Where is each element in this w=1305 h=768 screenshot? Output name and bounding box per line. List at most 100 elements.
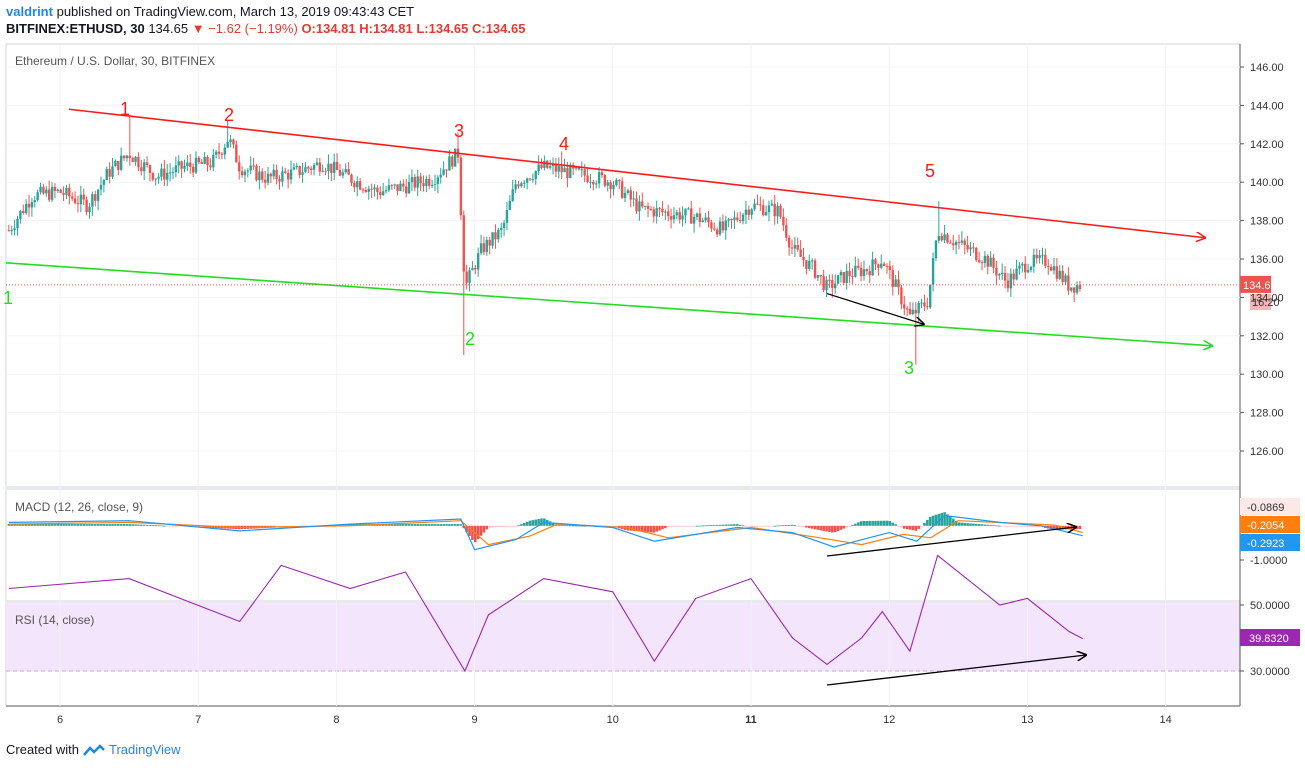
candle-body <box>217 151 221 154</box>
macd-histogram-bar <box>908 525 912 530</box>
macd-histogram-bar <box>793 525 797 527</box>
candle-body <box>998 274 1001 276</box>
candle-body <box>402 183 405 187</box>
candle-body <box>240 171 244 176</box>
macd-histogram-bar <box>180 525 183 527</box>
macd-histogram-bar <box>802 525 805 527</box>
macd-histogram-bar <box>413 524 417 526</box>
candle-body <box>983 255 987 263</box>
candle-body <box>180 161 183 169</box>
candle-body <box>309 168 313 170</box>
candle-body <box>514 184 517 190</box>
rsi-band <box>6 603 1240 671</box>
macd-histogram-bar <box>16 524 19 526</box>
candle-body <box>197 157 201 163</box>
countdown-box <box>1250 293 1271 310</box>
candle-body <box>71 196 74 199</box>
macd-histogram-bar <box>99 524 103 526</box>
macd-histogram-bar <box>934 514 938 526</box>
macd-value-box <box>1240 534 1300 551</box>
candle-body <box>73 198 77 204</box>
candle-body <box>857 265 860 268</box>
macd-histogram-bar <box>721 524 725 526</box>
candle-body <box>1078 285 1082 290</box>
candle-body <box>848 270 851 277</box>
candle-body <box>59 189 62 193</box>
macd-histogram-bar <box>773 525 777 527</box>
author-name[interactable]: valdrint <box>6 4 53 19</box>
candle-body <box>799 249 802 257</box>
candle-body <box>134 156 137 162</box>
macd-histogram-bar <box>450 524 454 526</box>
macd-histogram-bar <box>548 521 552 526</box>
macd-histogram-bar <box>528 520 532 526</box>
resistance-wave-label: 4 <box>559 134 569 154</box>
candle-body <box>151 172 155 180</box>
candle-body <box>914 309 918 314</box>
macd-histogram-bar <box>560 525 563 527</box>
macd-histogram-bar <box>1000 525 1004 527</box>
candle-body <box>171 172 175 174</box>
macd-histogram-bar <box>522 522 526 526</box>
candle-body <box>163 168 166 180</box>
macd-histogram-bar <box>27 524 31 526</box>
macd-histogram-bar <box>946 514 949 526</box>
candle-body <box>1075 285 1079 293</box>
candle-body <box>646 205 650 209</box>
macd-histogram-bar <box>73 524 77 526</box>
candle-body <box>635 198 638 212</box>
time-tick-label: 11 <box>745 714 757 726</box>
macd-histogram-bar <box>911 525 915 531</box>
candle-body <box>321 170 324 172</box>
candle-body <box>505 209 509 223</box>
macd-histogram-bar <box>47 524 51 526</box>
macd-histogram-bar <box>695 525 699 527</box>
macd-tick-label: -1.0000 <box>1250 555 1287 567</box>
candle-body <box>479 243 483 254</box>
macd-histogram-bar <box>750 525 753 528</box>
candle-body <box>183 165 186 169</box>
macd-histogram-bar <box>712 525 716 526</box>
macd-pane[interactable] <box>5 488 1241 602</box>
candle-body <box>937 235 941 241</box>
candle-body <box>1044 254 1047 266</box>
ohlc-values: O:134.81 H:134.81 L:134.65 C:134.65 <box>301 21 526 36</box>
candle-body <box>903 304 906 309</box>
resistance-wave-label: 2 <box>224 105 234 125</box>
candle-body <box>27 203 31 208</box>
price-pane[interactable] <box>5 43 1241 488</box>
candle-body <box>540 164 543 169</box>
support-wave-label: 1 <box>3 288 13 308</box>
macd-histogram-bar <box>39 524 42 526</box>
last-price-label: 134.65 <box>1243 280 1277 292</box>
candle-body <box>592 181 595 185</box>
macd-line <box>8 514 1083 551</box>
candle-body <box>353 182 356 188</box>
candle-body <box>252 165 255 167</box>
macd-histogram-bar <box>974 523 978 526</box>
candle-body <box>975 247 978 261</box>
macd-histogram-bar <box>698 525 702 527</box>
candle-body <box>943 234 946 241</box>
macd-histogram-bar <box>24 524 28 526</box>
candle-body <box>681 215 684 220</box>
candle-body <box>600 172 604 176</box>
candle-body <box>655 208 658 217</box>
macd-histogram-bar <box>33 524 37 526</box>
candle-body <box>678 212 681 220</box>
resistance-wave-label: 3 <box>454 121 464 141</box>
macd-histogram-bar <box>1015 525 1018 527</box>
candle-body <box>272 169 275 177</box>
candle-body <box>897 279 900 288</box>
tradingview-brand[interactable]: TradingView <box>108 742 181 757</box>
candle-body <box>439 174 442 178</box>
candle-body <box>877 264 880 268</box>
candle-body <box>246 170 250 172</box>
macd-histogram-bar <box>353 524 356 526</box>
macd-histogram-bar <box>1078 525 1082 529</box>
macd-histogram-bar <box>557 525 561 526</box>
candle-body <box>42 187 45 194</box>
macd-value-label: -0.2054 <box>1247 520 1284 532</box>
macd-histogram-bar <box>868 520 872 526</box>
